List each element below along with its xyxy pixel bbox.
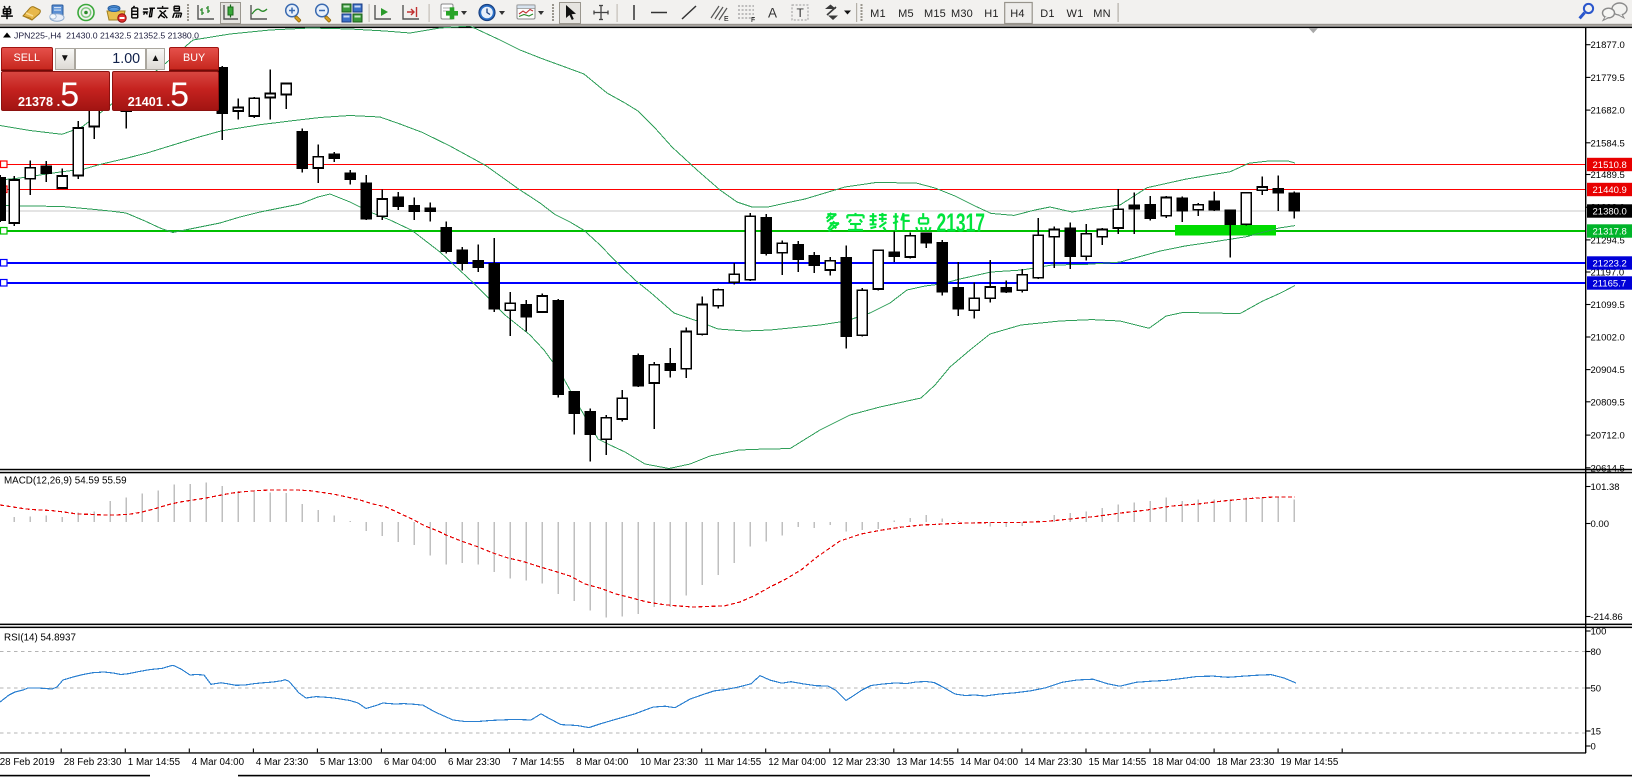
svg-text:4 Mar 23:30: 4 Mar 23:30 xyxy=(256,757,309,768)
svg-text:21779.5: 21779.5 xyxy=(1591,73,1625,84)
svg-text:D1: D1 xyxy=(1040,8,1054,20)
svg-text:15 Mar 14:55: 15 Mar 14:55 xyxy=(1089,757,1147,768)
svg-text:11 Mar 14:55: 11 Mar 14:55 xyxy=(704,757,762,768)
svg-text:M5: M5 xyxy=(898,8,914,20)
svg-text:20712.0: 20712.0 xyxy=(1591,431,1625,442)
svg-text:6 Mar 23:30: 6 Mar 23:30 xyxy=(448,757,501,768)
svg-text:21294.5: 21294.5 xyxy=(1591,235,1625,246)
svg-text:M15: M15 xyxy=(924,8,946,20)
svg-text:19 Mar 14:55: 19 Mar 14:55 xyxy=(1281,757,1339,768)
svg-text:10 Mar 23:30: 10 Mar 23:30 xyxy=(640,757,698,768)
svg-text:W1: W1 xyxy=(1067,8,1084,20)
svg-text:7 Mar 14:55: 7 Mar 14:55 xyxy=(512,757,565,768)
svg-text:80: 80 xyxy=(1591,647,1602,658)
svg-text:21489.5: 21489.5 xyxy=(1591,170,1625,181)
svg-text:14 Mar 04:00: 14 Mar 04:00 xyxy=(960,757,1018,768)
svg-text:21317.8: 21317.8 xyxy=(1593,227,1627,238)
svg-text:6 Mar 04:00: 6 Mar 04:00 xyxy=(384,757,437,768)
svg-text:21197.0: 21197.0 xyxy=(1591,268,1625,279)
svg-text:21510.8: 21510.8 xyxy=(1593,160,1627,171)
svg-text:18 Mar 04:00: 18 Mar 04:00 xyxy=(1153,757,1211,768)
svg-text:4 Mar 04:00: 4 Mar 04:00 xyxy=(192,757,245,768)
svg-text:H4: H4 xyxy=(1010,8,1024,20)
svg-text:13 Mar 14:55: 13 Mar 14:55 xyxy=(896,757,954,768)
svg-text:RSI(14) 54.8937: RSI(14) 54.8937 xyxy=(4,633,76,644)
svg-text:F: F xyxy=(751,17,755,24)
svg-text:12 Mar 04:00: 12 Mar 04:00 xyxy=(768,757,826,768)
svg-text:18 Mar 23:30: 18 Mar 23:30 xyxy=(1217,757,1275,768)
svg-text:21002.0: 21002.0 xyxy=(1591,333,1625,344)
svg-text:JPN225-,H4 21430.0 21432.5 21: JPN225-,H4 21430.0 21432.5 21352.5 21380… xyxy=(14,31,199,41)
svg-text:0: 0 xyxy=(1591,742,1596,753)
svg-text:21165.7: 21165.7 xyxy=(1593,279,1627,290)
svg-text:28 Feb 2019: 28 Feb 2019 xyxy=(0,757,55,768)
svg-text:E: E xyxy=(724,16,729,23)
svg-text:14 Mar 23:30: 14 Mar 23:30 xyxy=(1024,757,1082,768)
svg-text:M30: M30 xyxy=(951,8,973,20)
svg-text:20614.5: 20614.5 xyxy=(1591,463,1625,474)
svg-text:21682.0: 21682.0 xyxy=(1591,106,1625,117)
svg-text:12 Mar 23:30: 12 Mar 23:30 xyxy=(832,757,890,768)
svg-text:101.38: 101.38 xyxy=(1591,482,1620,493)
svg-text:21317: 21317 xyxy=(937,208,986,238)
svg-text:21223.2: 21223.2 xyxy=(1593,259,1627,270)
svg-text:A: A xyxy=(768,6,777,21)
svg-text:MN: MN xyxy=(1093,8,1111,20)
svg-text:21584.5: 21584.5 xyxy=(1591,138,1625,149)
svg-text:21440.9: 21440.9 xyxy=(1593,185,1627,196)
svg-text:5 Mar 13:00: 5 Mar 13:00 xyxy=(320,757,373,768)
svg-text:50: 50 xyxy=(1591,684,1602,695)
svg-text:T: T xyxy=(797,6,805,20)
svg-text:M1: M1 xyxy=(870,8,886,20)
svg-text:1 Mar 14:55: 1 Mar 14:55 xyxy=(128,757,181,768)
svg-text:H1: H1 xyxy=(984,8,998,20)
svg-text:MACD(12,26,9) 54.59 55.59: MACD(12,26,9) 54.59 55.59 xyxy=(4,476,127,487)
svg-text:20809.5: 20809.5 xyxy=(1591,397,1625,408)
svg-text:8 Mar 04:00: 8 Mar 04:00 xyxy=(576,757,629,768)
svg-text:20904.5: 20904.5 xyxy=(1591,365,1625,376)
svg-text:100: 100 xyxy=(1591,627,1607,638)
svg-text:21099.5: 21099.5 xyxy=(1591,300,1625,311)
svg-text:0.00: 0.00 xyxy=(1591,519,1610,530)
svg-text:15: 15 xyxy=(1591,727,1602,738)
svg-text:-214.86: -214.86 xyxy=(1591,612,1623,623)
svg-text:21380.0: 21380.0 xyxy=(1593,207,1627,218)
svg-text:21877.0: 21877.0 xyxy=(1591,40,1625,51)
svg-text:28 Feb 23:30: 28 Feb 23:30 xyxy=(64,757,122,768)
